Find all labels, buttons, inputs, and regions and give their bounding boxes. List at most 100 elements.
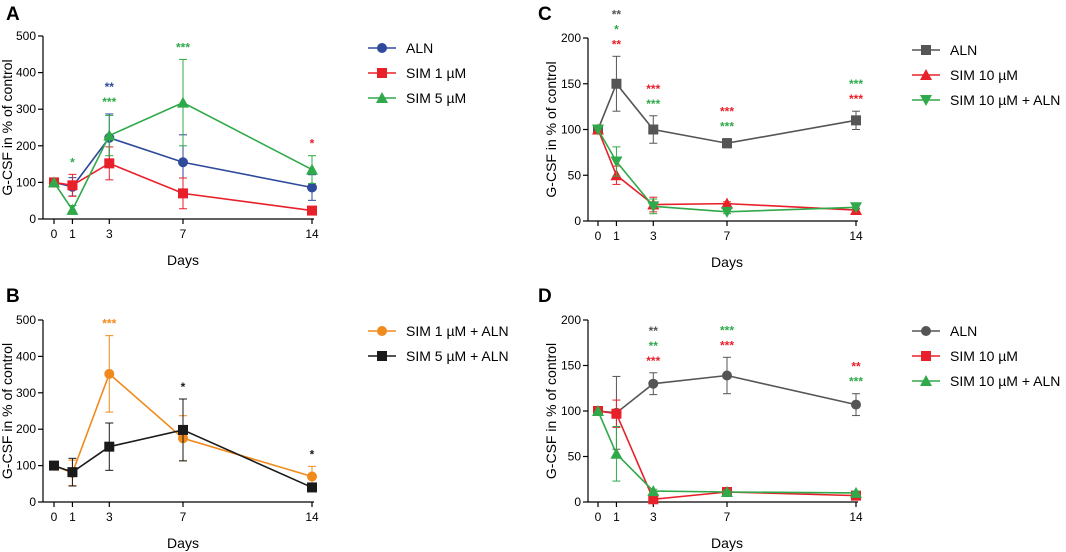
x-tick-label: 1 — [69, 510, 76, 524]
series-0 — [593, 55, 861, 149]
significance-label: *** — [849, 77, 863, 91]
data-point — [648, 378, 659, 389]
y-tick-label: 200 — [561, 313, 581, 327]
data-point — [592, 405, 604, 416]
significance-label: *** — [720, 105, 734, 119]
y-axis-title: G-CSF in % of control — [543, 61, 559, 197]
significance-label: *** — [646, 354, 660, 368]
y-tick-label: 400 — [16, 349, 36, 363]
data-point — [851, 399, 861, 410]
legend-label: SIM 5 µM + ALN — [406, 348, 509, 364]
y-tick-label: 500 — [16, 313, 36, 327]
data-point — [66, 203, 79, 215]
legend-label: SIM 1 µM — [406, 65, 466, 81]
x-tick-label: 3 — [106, 227, 113, 241]
data-point — [177, 96, 189, 108]
significance-label: * — [310, 447, 315, 461]
legend-label: ALN — [950, 323, 977, 339]
x-tick-label: 1 — [69, 227, 76, 241]
legend-label: SIM 10 µM + ALN — [950, 92, 1060, 108]
y-tick-label: 150 — [561, 77, 581, 91]
data-point — [67, 180, 78, 191]
data-point — [178, 424, 188, 435]
x-tick-label: 0 — [595, 510, 602, 524]
y-tick-label: 200 — [561, 31, 581, 45]
data-point — [647, 485, 660, 497]
series-2 — [592, 124, 862, 218]
legend-label: SIM 1 µM + ALN — [406, 323, 509, 339]
data-point — [103, 129, 116, 141]
y-axis-title: G-CSF in % of control — [0, 343, 15, 479]
y-tick-label: 100 — [561, 404, 581, 418]
legend-marker — [377, 43, 387, 53]
significance-label: * — [310, 137, 315, 151]
significance-label: * — [181, 380, 186, 394]
series-2 — [48, 58, 318, 215]
data-point — [307, 182, 317, 193]
data-point — [851, 115, 861, 126]
x-tick-label: 3 — [650, 510, 657, 524]
x-tick-label: 7 — [180, 227, 187, 241]
data-point — [67, 467, 78, 478]
data-point — [611, 78, 622, 89]
significance-label: *** — [720, 120, 734, 134]
significance-label: ** — [612, 37, 622, 51]
x-axis-title: Days — [167, 535, 199, 551]
data-point — [722, 370, 732, 381]
data-point — [721, 197, 733, 209]
legend-label: SIM 10 µM + ALN — [950, 373, 1060, 389]
data-point — [721, 206, 733, 218]
x-tick-label: 14 — [849, 229, 863, 243]
data-point — [104, 158, 115, 169]
significance-label: ** — [612, 7, 622, 21]
y-tick-label: 500 — [16, 29, 36, 43]
significance-label: *** — [646, 82, 660, 96]
legend-marker — [920, 375, 932, 386]
significance-label: * — [70, 155, 75, 169]
panel-label: B — [6, 286, 20, 307]
x-tick-label: 3 — [650, 229, 657, 243]
data-point — [611, 408, 622, 419]
significance-label: *** — [176, 40, 190, 54]
y-axis-title: G-CSF in % of control — [543, 343, 559, 479]
legend-marker — [377, 326, 387, 336]
significance-label: *** — [646, 97, 660, 111]
legend-marker — [920, 95, 932, 106]
data-point — [48, 176, 60, 188]
y-tick-label: 0 — [574, 495, 581, 509]
legend-label: ALN — [406, 40, 433, 56]
x-tick-label: 3 — [106, 510, 113, 524]
data-point — [178, 188, 188, 199]
x-tick-label: 14 — [849, 510, 863, 524]
significance-label: *** — [102, 317, 116, 331]
legend-marker — [921, 351, 931, 361]
data-point — [104, 368, 115, 379]
x-tick-label: 1 — [613, 510, 620, 524]
data-point — [49, 460, 59, 471]
x-tick-label: 14 — [305, 510, 319, 524]
y-tick-label: 0 — [29, 212, 36, 226]
y-tick-label: 0 — [574, 214, 581, 228]
y-tick-label: 50 — [568, 450, 582, 464]
y-tick-label: 100 — [16, 459, 36, 473]
data-point — [307, 482, 317, 493]
data-point — [721, 485, 733, 497]
series-2 — [592, 405, 862, 498]
significance-label: *** — [849, 92, 863, 106]
legend-marker — [377, 351, 387, 361]
y-tick-label: 0 — [29, 495, 36, 509]
data-point — [306, 163, 318, 175]
legend-marker — [921, 45, 931, 55]
significance-label: ** — [649, 339, 659, 353]
x-tick-label: 1 — [613, 229, 620, 243]
legend-label: SIM 5 µM — [406, 90, 466, 106]
significance-label: * — [614, 22, 619, 36]
data-point — [648, 124, 659, 135]
data-point — [648, 494, 659, 505]
y-tick-label: 150 — [561, 359, 581, 373]
y-axis-title: G-CSF in % of control — [0, 59, 15, 195]
